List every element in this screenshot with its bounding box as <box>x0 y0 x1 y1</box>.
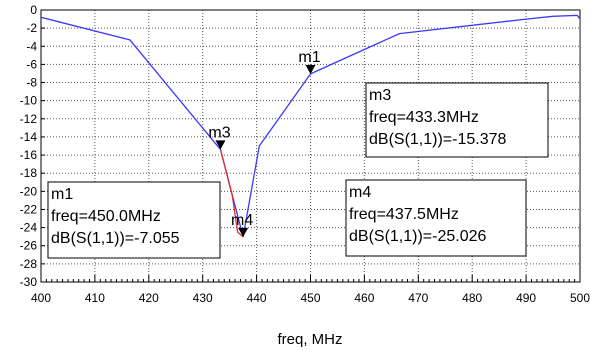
y-tick-label: -16 <box>20 148 38 162</box>
y-tick-label: -28 <box>20 257 38 271</box>
y-tick-label: -12 <box>20 112 38 126</box>
y-tick-label: -2 <box>26 21 37 35</box>
readout-m1-line: dB(S(1,1))=-7.055 <box>51 230 180 247</box>
x-tick-label: 430 <box>193 291 213 305</box>
y-tick-label: -4 <box>26 39 37 53</box>
readout-m4-line: m4 <box>349 184 371 201</box>
x-tick-label: 470 <box>408 291 428 305</box>
x-tick-label: 410 <box>85 291 105 305</box>
y-tick-label: -18 <box>20 166 38 180</box>
marker-m3-symbol <box>215 140 226 150</box>
y-tick-label: -22 <box>20 202 38 216</box>
x-tick-label: 400 <box>31 291 51 305</box>
readout-m3-line: freq=433.3MHz <box>369 109 479 126</box>
y-tick-label: -24 <box>20 221 38 235</box>
y-tick-label: -20 <box>20 184 38 198</box>
readout-m1-line: m1 <box>51 186 73 203</box>
marker-m4-label: m4 <box>231 212 253 229</box>
x-tick-label: 460 <box>354 291 374 305</box>
y-tick-label: -14 <box>20 130 38 144</box>
markers: m1 m3 m4 <box>208 49 321 237</box>
readout-m3-line: dB(S(1,1))=-15.378 <box>369 131 507 148</box>
marker-m4-symbol <box>238 227 249 237</box>
readout-m4-line: dB(S(1,1))=-25.026 <box>349 228 487 245</box>
readout-m4-box <box>345 179 527 257</box>
marker-readouts: m3 freq=433.3MHz dB(S(1,1))=-15.378 m1 freq=… <box>47 82 549 259</box>
x-tick-label: 490 <box>516 291 536 305</box>
trace-line <box>219 149 244 238</box>
y-tick-label: -6 <box>26 57 37 71</box>
x-axis-title: freq, MHz <box>277 331 342 348</box>
readout-m4-line: freq=437.5MHz <box>349 206 459 223</box>
x-tick-label: 480 <box>462 291 482 305</box>
marker-m1-symbol <box>305 64 316 74</box>
y-tick-label: -8 <box>26 76 37 90</box>
y-tick-label: -10 <box>20 94 38 108</box>
marker-m1-label: m1 <box>298 49 320 66</box>
x-tick-label: 420 <box>139 291 159 305</box>
readout-m3-line: m3 <box>369 87 391 104</box>
y-tick-label: 0 <box>30 3 37 17</box>
marker-m3-label: m3 <box>208 124 230 141</box>
x-tick-label: 440 <box>247 291 267 305</box>
y-tick-label: -26 <box>20 239 38 253</box>
readout-m1-line: freq=450.0MHz <box>51 208 161 225</box>
x-tick-label: 500 <box>570 291 590 305</box>
readout-m1-box <box>47 181 221 259</box>
y-tick-label: -30 <box>20 275 38 289</box>
x-tick-label: 450 <box>300 291 320 305</box>
axes: 400 410 420 430 440 450 460 470 480 490 500 0 -2 -4 -6… <box>20 3 590 305</box>
readout-m3-box <box>365 82 549 158</box>
